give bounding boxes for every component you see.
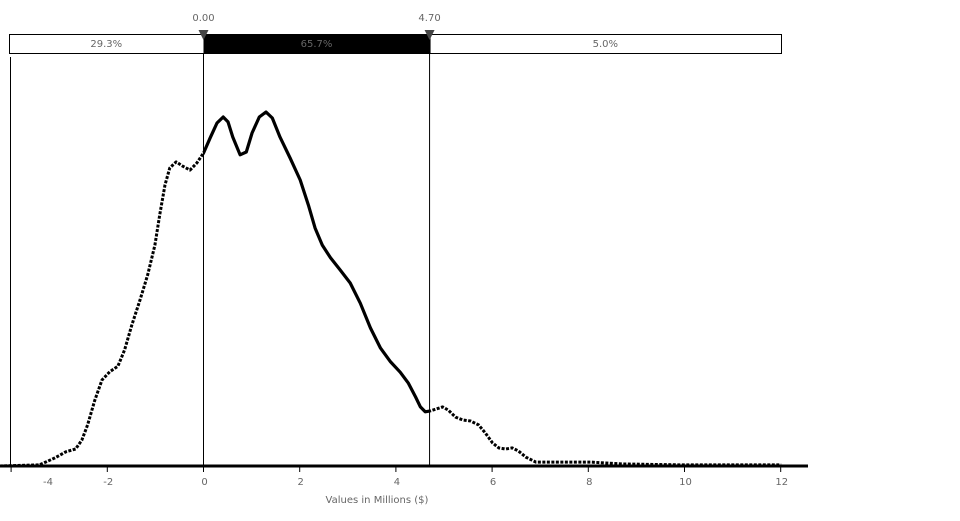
- x-tick-label: 4: [394, 477, 400, 488]
- delimiter-handle-left-icon[interactable]: [198, 30, 209, 40]
- delimiter-value-left: 0.00: [192, 13, 214, 24]
- x-tick-label: 6: [490, 477, 496, 488]
- x-tick-label: 8: [586, 477, 592, 488]
- x-tick-label: -2: [103, 477, 113, 488]
- x-axis-title: Values in Millions ($): [326, 495, 429, 506]
- x-tick-label: -4: [43, 477, 53, 488]
- x-tick-label: 2: [298, 477, 304, 488]
- density-curve-selected: [203, 110, 430, 414]
- x-tick-label: 0: [201, 477, 207, 488]
- region-percent-label: 29.3%: [90, 39, 122, 50]
- region-percent-label: 5.0%: [593, 39, 618, 50]
- density-curve-right-tail: [429, 405, 782, 467]
- delimiter-handle-right-icon[interactable]: [424, 30, 435, 40]
- region-bar-3[interactable]: [429, 34, 782, 54]
- region-percent-label: 65.7%: [301, 39, 333, 50]
- delimiter-bar[interactable]: 29.3% 65.7% 5.0% 0.00 4.70: [9, 13, 782, 54]
- density-curve-left-tail: [0, 149, 204, 468]
- delimiter-value-right: 4.70: [418, 13, 440, 24]
- x-tick-label: 10: [679, 477, 692, 488]
- x-tick-label: 12: [775, 477, 788, 488]
